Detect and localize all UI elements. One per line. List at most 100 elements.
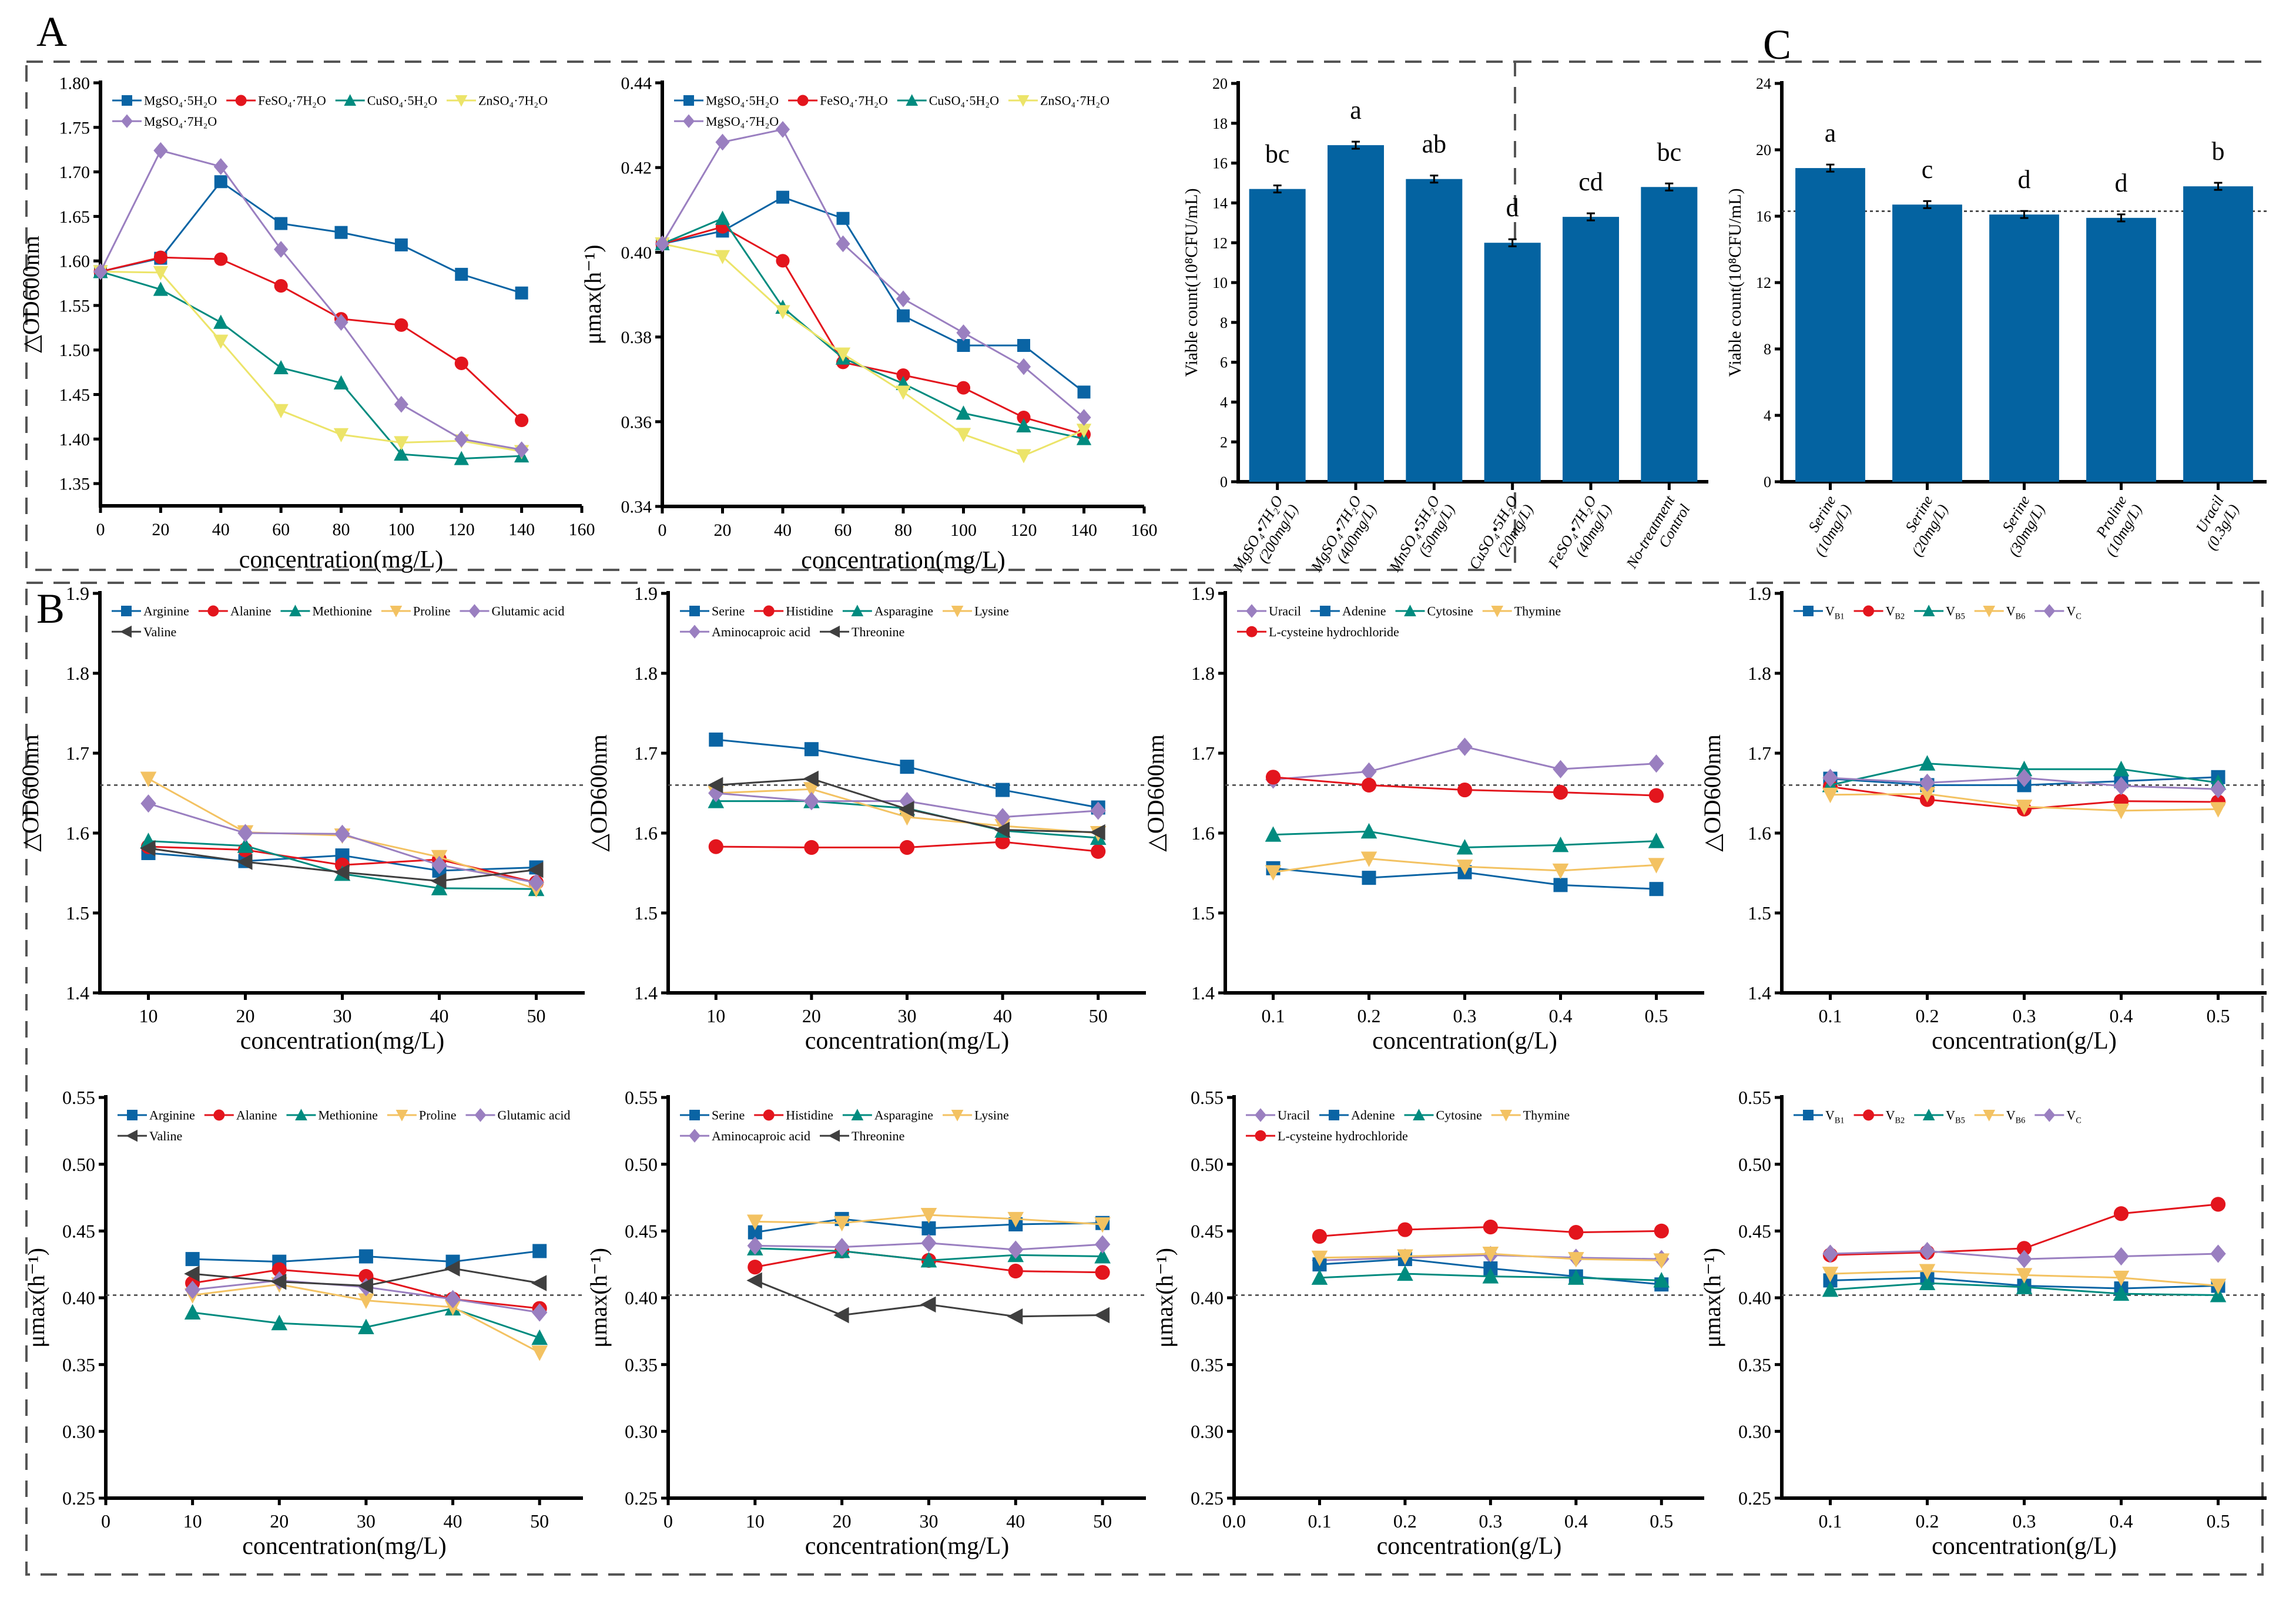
data-point	[994, 821, 1010, 838]
legend-marker	[1803, 606, 1814, 616]
significance-letter: b	[2212, 137, 2225, 166]
data-point	[1822, 1267, 1839, 1283]
data-point	[1654, 1223, 1669, 1238]
data-point	[431, 879, 448, 895]
legend-marker	[1803, 1110, 1814, 1120]
legend-label-text: V	[1886, 604, 1895, 619]
legend-label: Threonine	[852, 1129, 904, 1143]
legend-label: Proline	[419, 1108, 457, 1123]
x-tick-label: 0.4	[1564, 1510, 1588, 1532]
legend-label-subscript: B2	[1895, 1116, 1905, 1126]
data-point	[995, 834, 1010, 850]
bar	[1641, 187, 1698, 482]
data-point	[1482, 1268, 1499, 1284]
y-tick-label: 20	[1756, 142, 1771, 159]
series-mgso-7h-o	[655, 121, 1091, 426]
data-point	[213, 334, 229, 349]
data-point	[1822, 787, 1839, 804]
legend-label-text: Lysine	[974, 1108, 1009, 1123]
y-axis-label: Viable count(10⁸CFU/mL)	[1725, 188, 1745, 377]
error-bar	[1508, 238, 1517, 247]
legend-marker	[1491, 606, 1504, 617]
legend-label: Cytosine	[1427, 604, 1473, 619]
data-point	[996, 783, 1010, 797]
legend-label: VB5	[1946, 604, 1965, 622]
legend-label-text: Aminocaproic acid	[712, 625, 810, 639]
significance-letter: bc	[1657, 137, 1682, 166]
data-point	[515, 413, 529, 428]
significance-letter: cd	[1578, 167, 1603, 196]
series-valine	[184, 1260, 547, 1294]
legend-label-subscript: B5	[1955, 612, 1965, 622]
data-point	[1265, 865, 1282, 881]
data-point	[2016, 1250, 2032, 1268]
y-tick-label: 0.30	[62, 1421, 95, 1442]
significance-letter: ab	[1422, 130, 1447, 159]
legend-marker	[1413, 1109, 1425, 1120]
x-tick-label: 40	[430, 1005, 449, 1026]
legend-marker	[1246, 604, 1258, 618]
data-point	[1077, 385, 1091, 399]
significance-letter: d	[2018, 165, 2031, 194]
legend-label: VB2	[1886, 604, 1905, 622]
data-point	[431, 872, 447, 889]
data-point	[1822, 1281, 1839, 1297]
y-tick-label: 0.35	[62, 1354, 95, 1375]
y-tick-label: 1.6	[634, 822, 658, 844]
legend-label-subscript: B1	[1835, 1116, 1845, 1126]
y-tick-label: 1.4	[634, 982, 658, 1003]
legend-label-text: V	[1886, 1108, 1895, 1123]
y-axis-label: Viable count(10⁸CFU/mL)	[1182, 188, 1201, 377]
y-tick-label: 1.9	[66, 583, 89, 604]
legend-label: VB6	[2006, 1108, 2026, 1126]
x-tick-label: 50	[527, 1005, 546, 1026]
line-chart: 1.35 1.40 1.45 1.50 1.55 1.60 1.65 1.70 1.75 1.80…	[18, 74, 595, 574]
category-label: Serine(20mg/L)	[1893, 493, 1951, 559]
legend-label: Valine	[149, 1129, 182, 1143]
data-point	[804, 840, 819, 855]
series-line	[661, 128, 1085, 418]
y-tick-label: 0	[1220, 474, 1228, 491]
y-tick-label: 18	[1212, 115, 1228, 132]
y-axis-label: μmax(h⁻¹)	[23, 1248, 49, 1348]
legend-label-text: Asparagine	[874, 1108, 933, 1123]
error-bar	[1665, 182, 1674, 192]
series-glutamic-acid	[140, 794, 544, 892]
data-point	[528, 873, 544, 892]
legend-label-text: Proline	[419, 1108, 457, 1123]
legend-marker	[121, 606, 132, 616]
x-tick-label: 10	[706, 1005, 725, 1026]
legend-label-text: Threonine	[852, 625, 904, 639]
data-point	[1919, 1274, 1936, 1290]
data-point	[1648, 788, 1664, 803]
y-tick-label: 0.30	[625, 1421, 658, 1442]
bar	[2086, 217, 2156, 482]
legend-label: VB5	[1946, 1108, 1965, 1126]
legend-label-text: Alanine	[230, 604, 272, 619]
category-label: Serine(10mg/L)	[1796, 493, 1854, 559]
data-point	[920, 1296, 936, 1313]
error-bar	[1273, 184, 1282, 194]
legend-label-text: FeSO₄·7H₂O	[820, 93, 888, 108]
legend-marker	[689, 625, 700, 639]
y-tick-label: 0.34	[621, 498, 652, 517]
data-point	[956, 324, 971, 341]
legend-label-text: Serine	[712, 1108, 745, 1123]
x-tick-label: 0	[658, 521, 667, 540]
series-threonine	[746, 1272, 1110, 1325]
x-tick-label: 0	[663, 1510, 673, 1532]
data-point	[2113, 1247, 2129, 1266]
data-point	[153, 142, 168, 159]
legend-label-text: Asparagine	[874, 604, 933, 619]
legend-label: Methionine	[318, 1108, 377, 1123]
data-point	[394, 446, 409, 461]
series-thymine	[1311, 1246, 1670, 1269]
legend-label: MgSO₄·5H₂O	[706, 93, 779, 108]
legend-label: Alanine	[236, 1108, 277, 1123]
line-chart: 1.4 1.5 1.6 1.7 1.8 1.9 △OD600nm 0.1 0.2 0.3 0.4 0.…	[1142, 583, 1704, 1055]
x-tick-label: 0.2	[1358, 1005, 1381, 1026]
y-tick-label: 0.35	[625, 1354, 658, 1375]
x-tick-label: 0.3	[1479, 1510, 1502, 1532]
data-point	[1553, 878, 1568, 892]
data-point	[1094, 1217, 1111, 1233]
